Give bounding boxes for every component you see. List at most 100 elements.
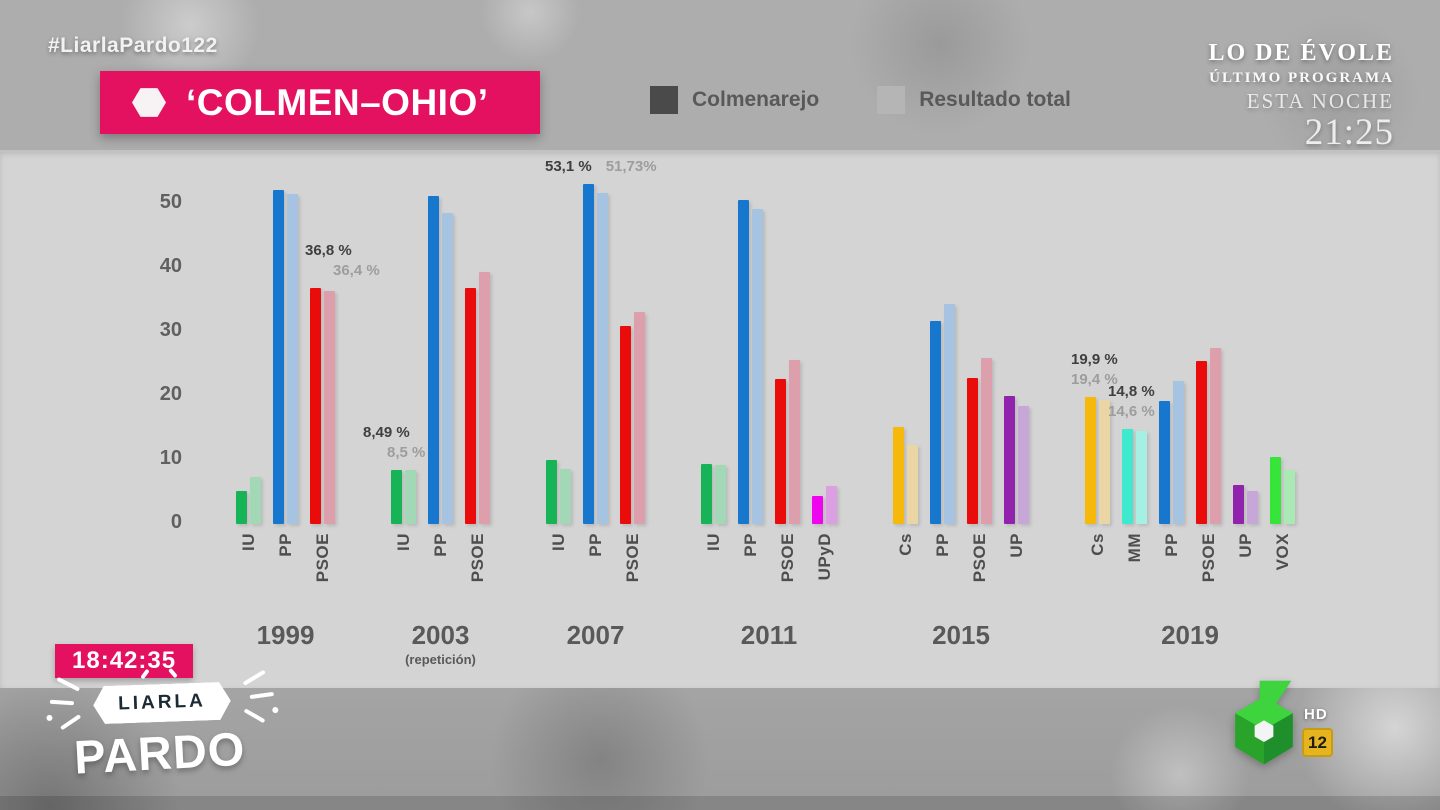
party-label: PP [585, 533, 605, 557]
party-label: MM [1124, 533, 1144, 563]
party-label: PSOE [467, 533, 487, 583]
bar-colmenarejo [930, 321, 941, 524]
year-text: 1999 [256, 620, 315, 650]
party-label: VOX [1272, 533, 1292, 571]
party-label: PP [1161, 533, 1181, 557]
value-callout: 53,1 % 51,73% [545, 157, 657, 177]
legend-swatch-dark [650, 86, 678, 114]
year-label: 2003 (repetición) [405, 620, 476, 667]
callout-total: 14,6 % [1108, 402, 1155, 420]
party-label: UP [1235, 533, 1255, 558]
party-label: UPyD [814, 533, 834, 581]
year-label: 2007 [567, 620, 625, 651]
plot-area: IU PP 36,8 % 36,4 % PSOE 1999 8,49 % 8,5 % IU PP P… [236, 158, 1295, 667]
bar-colmenarejo [701, 464, 712, 524]
bar-colmenarejo [1270, 457, 1281, 524]
chart-panel: 50 40 30 20 10 0 IU PP 36,8 % 36,4 % PSOE 1999 8,49… [0, 150, 1440, 688]
bar-colmenarejo [1085, 397, 1096, 524]
bar-colmenarejo [967, 378, 978, 524]
bar-total [560, 469, 571, 524]
party-label: PP [932, 533, 952, 557]
party-PP: PP [738, 200, 763, 557]
bar-total [1099, 400, 1110, 524]
party-PSOE: PSOE [465, 272, 490, 582]
legend-label: Colmenarejo [692, 88, 820, 111]
party-label: PP [740, 533, 760, 557]
party-label: PSOE [777, 533, 797, 583]
bar-colmenarejo [738, 200, 749, 524]
logo-top-text: LIARLA [117, 690, 207, 715]
party-label: IU [238, 533, 258, 551]
year-text: 2007 [566, 620, 625, 650]
bar-colmenarejo [1159, 401, 1170, 524]
callout-colmenarejo: 14,8 % [1108, 383, 1155, 400]
chart-legend: Colmenarejo Resultado total [650, 86, 1071, 114]
y-tick-label: 20 [159, 383, 182, 405]
party-PSOE: PSOE [1196, 348, 1221, 582]
liarla-pardo-logo: LIARLA PARDO [46, 668, 290, 784]
party-label: PP [430, 533, 450, 557]
bar-total [1018, 406, 1029, 524]
year-label: 2011 [741, 620, 797, 651]
year-label: 1999 [257, 620, 315, 651]
bar-total [715, 465, 726, 524]
party-PP: PP [930, 304, 955, 557]
bar-total [442, 213, 453, 524]
callout-total: 51,73% [605, 157, 657, 175]
callout-colmenarejo: 19,9 % [1071, 351, 1118, 368]
y-tick-label: 40 [159, 255, 182, 277]
bar-colmenarejo [546, 460, 557, 524]
lasexta-logo-icon [1235, 680, 1293, 765]
hd-label: HD [1304, 706, 1328, 723]
party-label: Cs [895, 533, 915, 556]
bar-total [634, 312, 645, 524]
party-PSOE: PSOE [775, 360, 800, 582]
promo-when: ESTA NOCHE [1246, 89, 1394, 113]
chart-title: ‘COLMEN–OHIO’ [186, 81, 489, 123]
year-label: 2015 [932, 620, 990, 651]
bar-total [287, 194, 298, 524]
party-MM: 14,8 % 14,6 % MM [1108, 383, 1155, 562]
logo-bottom-text: PARDO [72, 721, 247, 784]
legend-item-total: Resultado total [877, 86, 1071, 114]
legend-swatch-light [877, 86, 906, 114]
bar-colmenarejo [428, 196, 439, 524]
legend-item-colmenarejo: Colmenarejo [650, 86, 819, 114]
y-tick-label: 0 [170, 511, 182, 533]
bar-total [1284, 470, 1295, 524]
bar-colmenarejo [273, 190, 284, 524]
party-PP: 53,1 % 51,73% PP [545, 158, 657, 557]
bar-total [1210, 348, 1221, 524]
callout-colmenarejo: 53,1 % [545, 157, 592, 175]
bar-total [944, 304, 955, 524]
legend-label: Resultado total [919, 88, 1071, 111]
bar-total [324, 291, 335, 524]
callout-total: 36,4 % [333, 261, 380, 279]
year-note: (repetición) [405, 652, 476, 667]
bar-colmenarejo [775, 379, 786, 524]
bar-total [250, 477, 261, 524]
channel-promo: LO DE ÉVOLE ÚLTIMO PROGRAMA ESTA NOCHE 2… [1208, 40, 1394, 153]
bar-colmenarejo [1233, 485, 1244, 524]
promo-show-title: LO DE ÉVOLE [1208, 40, 1394, 66]
party-IU: IU [546, 460, 571, 551]
bar-colmenarejo [465, 288, 476, 524]
party-Cs: 19,9 % 19,4 % Cs [1071, 351, 1118, 556]
bar-colmenarejo [620, 326, 631, 524]
bar-total [1247, 491, 1258, 524]
clock-badge: 18:42:35 [55, 644, 194, 678]
party-PSOE: PSOE [967, 358, 992, 582]
bar-group-2003: 8,49 % 8,5 % IU PP PSOE 2003 (repetición) [363, 196, 490, 667]
hashtag: #LiarlaPardo122 [48, 34, 218, 57]
bar-total [597, 193, 608, 524]
bar-total [1136, 431, 1147, 524]
bar-colmenarejo [1004, 396, 1015, 524]
bar-colmenarejo [893, 427, 904, 524]
party-label: PSOE [622, 533, 642, 583]
age-rating-badge: 12 [1302, 728, 1333, 757]
bar-colmenarejo [1122, 429, 1133, 524]
value-callout: 14,8 % 14,6 % [1108, 382, 1155, 421]
party-label: UP [1006, 533, 1026, 558]
party-PP: PP [1159, 381, 1184, 557]
value-callout: 36,8 % 36,4 % [305, 241, 380, 280]
